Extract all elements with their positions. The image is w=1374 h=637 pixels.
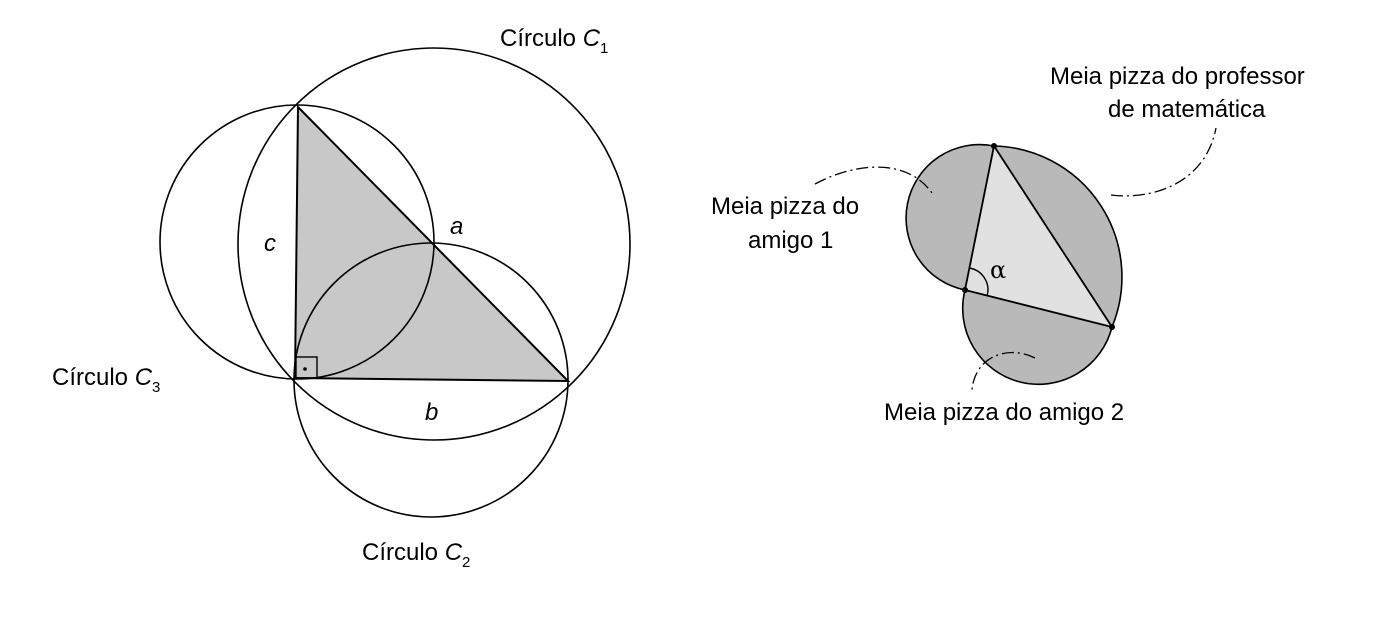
circle-c3 — [159, 104, 435, 380]
label-professor-line2: de matemática — [1108, 96, 1266, 123]
circle-c1 — [237, 47, 631, 441]
leader-amigo2 — [971, 351, 1036, 391]
right-angle-dot — [303, 367, 307, 371]
half-pizza-amigo2 — [961, 289, 1113, 386]
label-amigo1-line1: Meia pizza do — [711, 193, 859, 220]
circle-c2-label: Círculo C2 — [362, 539, 470, 571]
side-c-label: c — [264, 230, 276, 257]
circle-c3-label: Círculo C3 — [52, 364, 160, 396]
side-b-label: b — [425, 399, 438, 426]
right-triangle — [293, 104, 571, 383]
vertex-left — [962, 287, 968, 293]
angle-alpha-label: α — [990, 256, 1006, 284]
left-figure: a b c Círculo C1 Círculo C3 Círculo C2 — [52, 25, 631, 571]
leader-amigo1 — [814, 166, 933, 194]
leader-professor — [1110, 127, 1217, 197]
right-angle-marker — [295, 356, 318, 379]
side-a-label: a — [450, 213, 463, 240]
pizza-triangle — [963, 143, 1115, 329]
vertex-right — [1109, 324, 1115, 330]
angle-alpha-arc — [968, 267, 989, 297]
label-amigo2: Meia pizza do amigo 2 — [884, 399, 1124, 426]
half-pizza-professor — [992, 145, 1123, 329]
vertex-top — [991, 143, 997, 149]
label-professor-line1: Meia pizza do professor — [1050, 63, 1305, 90]
circle-c2 — [293, 242, 569, 518]
label-amigo1-line2: amigo 1 — [748, 227, 833, 254]
circle-c1-label: Círculo C1 — [500, 25, 608, 57]
right-figure: α Meia pizza do professor de matemática … — [711, 63, 1305, 426]
